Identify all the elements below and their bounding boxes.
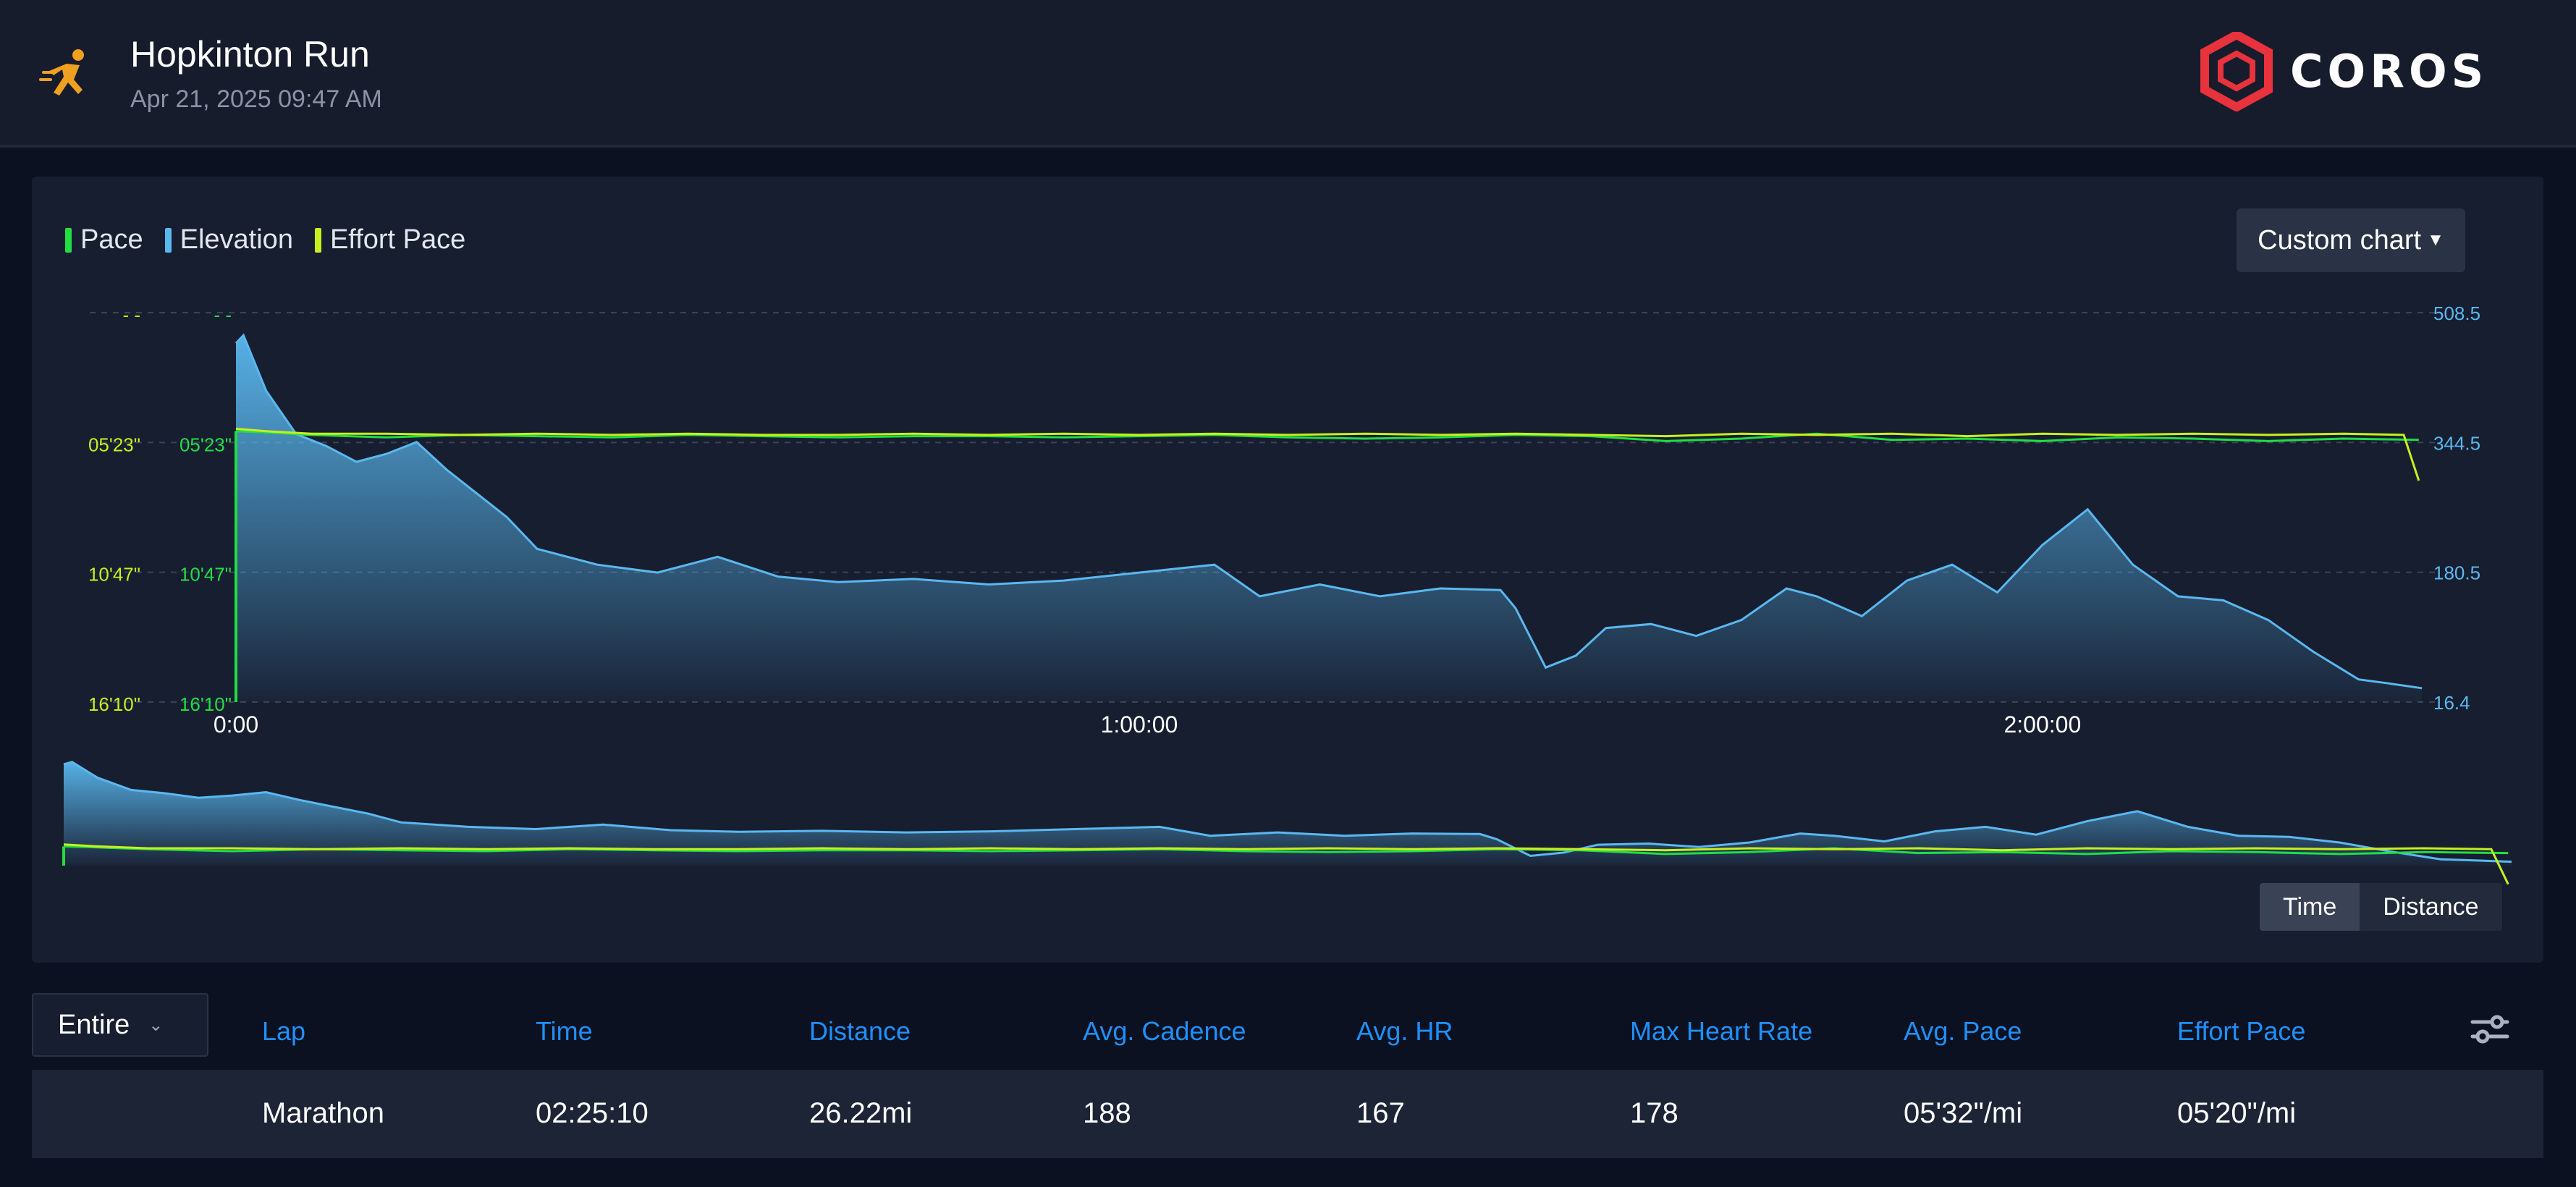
cell-max-hr: 178 <box>1630 1097 1678 1129</box>
legend-elevation[interactable]: Elevation <box>164 224 293 255</box>
elevation-tick-label: 344.5 <box>2433 432 2480 454</box>
distance-mode-button[interactable]: Distance <box>2360 883 2502 931</box>
custom-chart-label: Custom chart <box>2258 224 2422 255</box>
axis-ticks: - - - - 508.5 05'23" 05'23" 344.5 10'47" 10'47"… <box>88 303 2480 738</box>
elevation-swatch <box>164 227 172 253</box>
pace-line <box>235 430 2419 442</box>
cell-time: 02:25:10 <box>536 1097 649 1129</box>
cell-effort-pace: 05'20"/mi <box>2177 1097 2297 1129</box>
overview-chart[interactable] <box>62 761 2512 885</box>
overview-elevation-area <box>64 761 2512 866</box>
overview-elevation-line <box>63 761 2512 863</box>
pace-swatch <box>65 227 72 253</box>
elevation-line <box>235 333 2423 690</box>
activity-chart[interactable]: - - - - 508.5 05'23" 05'23" 344.5 10'47" 10'47"… <box>32 177 2543 963</box>
custom-chart-button[interactable]: Custom chart ▼ <box>2237 208 2465 272</box>
pace-tick-label: - - <box>214 304 232 326</box>
chevron-down-icon: ▼ <box>2427 230 2444 250</box>
lap-scope-value: Entire <box>58 1009 130 1040</box>
pace-tick-label: 05'23" <box>180 434 232 455</box>
legend-pace-label: Pace <box>80 224 143 255</box>
legend-effort-pace-label: Effort Pace <box>329 224 466 255</box>
effort-pace-tick-label: 10'47" <box>88 564 140 586</box>
legend-pace[interactable]: Pace <box>65 224 143 255</box>
effort-pace-tick-label: 16'10" <box>88 693 140 715</box>
pace-tick-label: 16'10" <box>180 693 232 715</box>
legend-effort-pace[interactable]: Effort Pace <box>314 224 466 255</box>
activity-datetime: Apr 21, 2025 09:47 AM <box>130 85 382 113</box>
col-header-distance[interactable]: Distance <box>809 1016 911 1046</box>
legend-elevation-label: Elevation <box>180 224 293 255</box>
pace-tick-label: 10'47" <box>180 564 232 586</box>
col-header-time[interactable]: Time <box>536 1016 593 1046</box>
effort-pace-swatch <box>314 227 321 253</box>
runner-icon <box>39 49 84 96</box>
svg-text:COROS: COROS <box>2290 45 2488 98</box>
table-row[interactable] <box>32 1070 2543 1158</box>
cell-avg-pace: 05'32"/mi <box>1904 1097 2023 1129</box>
coros-logo: COROS <box>2200 32 2488 111</box>
chevron-down-icon: ⌄ <box>148 1015 164 1035</box>
activity-title: Hopkinton Run <box>130 34 370 75</box>
overview-effort-pace-line <box>63 843 2509 885</box>
time-mode-button[interactable]: Time <box>2260 883 2360 931</box>
col-header-max-hr[interactable]: Max Heart Rate <box>1630 1016 1813 1046</box>
cell-lap: Marathon <box>262 1097 384 1129</box>
effort-pace-tick-label: 05'23" <box>88 434 140 455</box>
col-header-lap[interactable]: Lap <box>262 1016 306 1046</box>
col-header-avg-cadence[interactable]: Avg. Cadence <box>1083 1016 1246 1046</box>
overview-pace-line <box>63 845 2509 856</box>
chart-legend: Pace Elevation Effort Pace <box>65 224 487 255</box>
x-axis-mode-toggle: Time Distance <box>2260 883 2502 931</box>
elevation-area <box>236 335 2422 702</box>
column-settings-icon[interactable] <box>2468 1009 2512 1049</box>
x-tick-label: 0:00 <box>214 711 258 738</box>
effort-pace-tick-label: - - <box>122 304 140 326</box>
cell-avg-cadence: 188 <box>1083 1097 1131 1129</box>
col-header-avg-pace[interactable]: Avg. Pace <box>1904 1016 2022 1046</box>
effort-pace-line <box>235 427 2420 481</box>
cell-avg-hr: 167 <box>1356 1097 1405 1129</box>
elevation-tick-label: 180.5 <box>2433 562 2480 584</box>
elevation-tick-label: 508.5 <box>2433 303 2480 324</box>
x-tick-label: 1:00:00 <box>1101 711 1178 738</box>
col-header-effort-pace[interactable]: Effort Pace <box>2177 1016 2306 1046</box>
main-chart-plot <box>235 333 2423 702</box>
elevation-tick-label: 16.4 <box>2433 692 2470 714</box>
chart-panel: Pace Elevation Effort Pace Custom chart … <box>32 177 2543 963</box>
lap-scope-select[interactable]: Entire ⌄ <box>32 993 208 1057</box>
x-tick-label: 2:00:00 <box>2003 711 2081 738</box>
col-header-avg-hr[interactable]: Avg. HR <box>1356 1016 1453 1046</box>
activity-header: Hopkinton Run Apr 21, 2025 09:47 AM CORO… <box>0 0 2576 148</box>
cell-distance: 26.22mi <box>809 1097 913 1129</box>
